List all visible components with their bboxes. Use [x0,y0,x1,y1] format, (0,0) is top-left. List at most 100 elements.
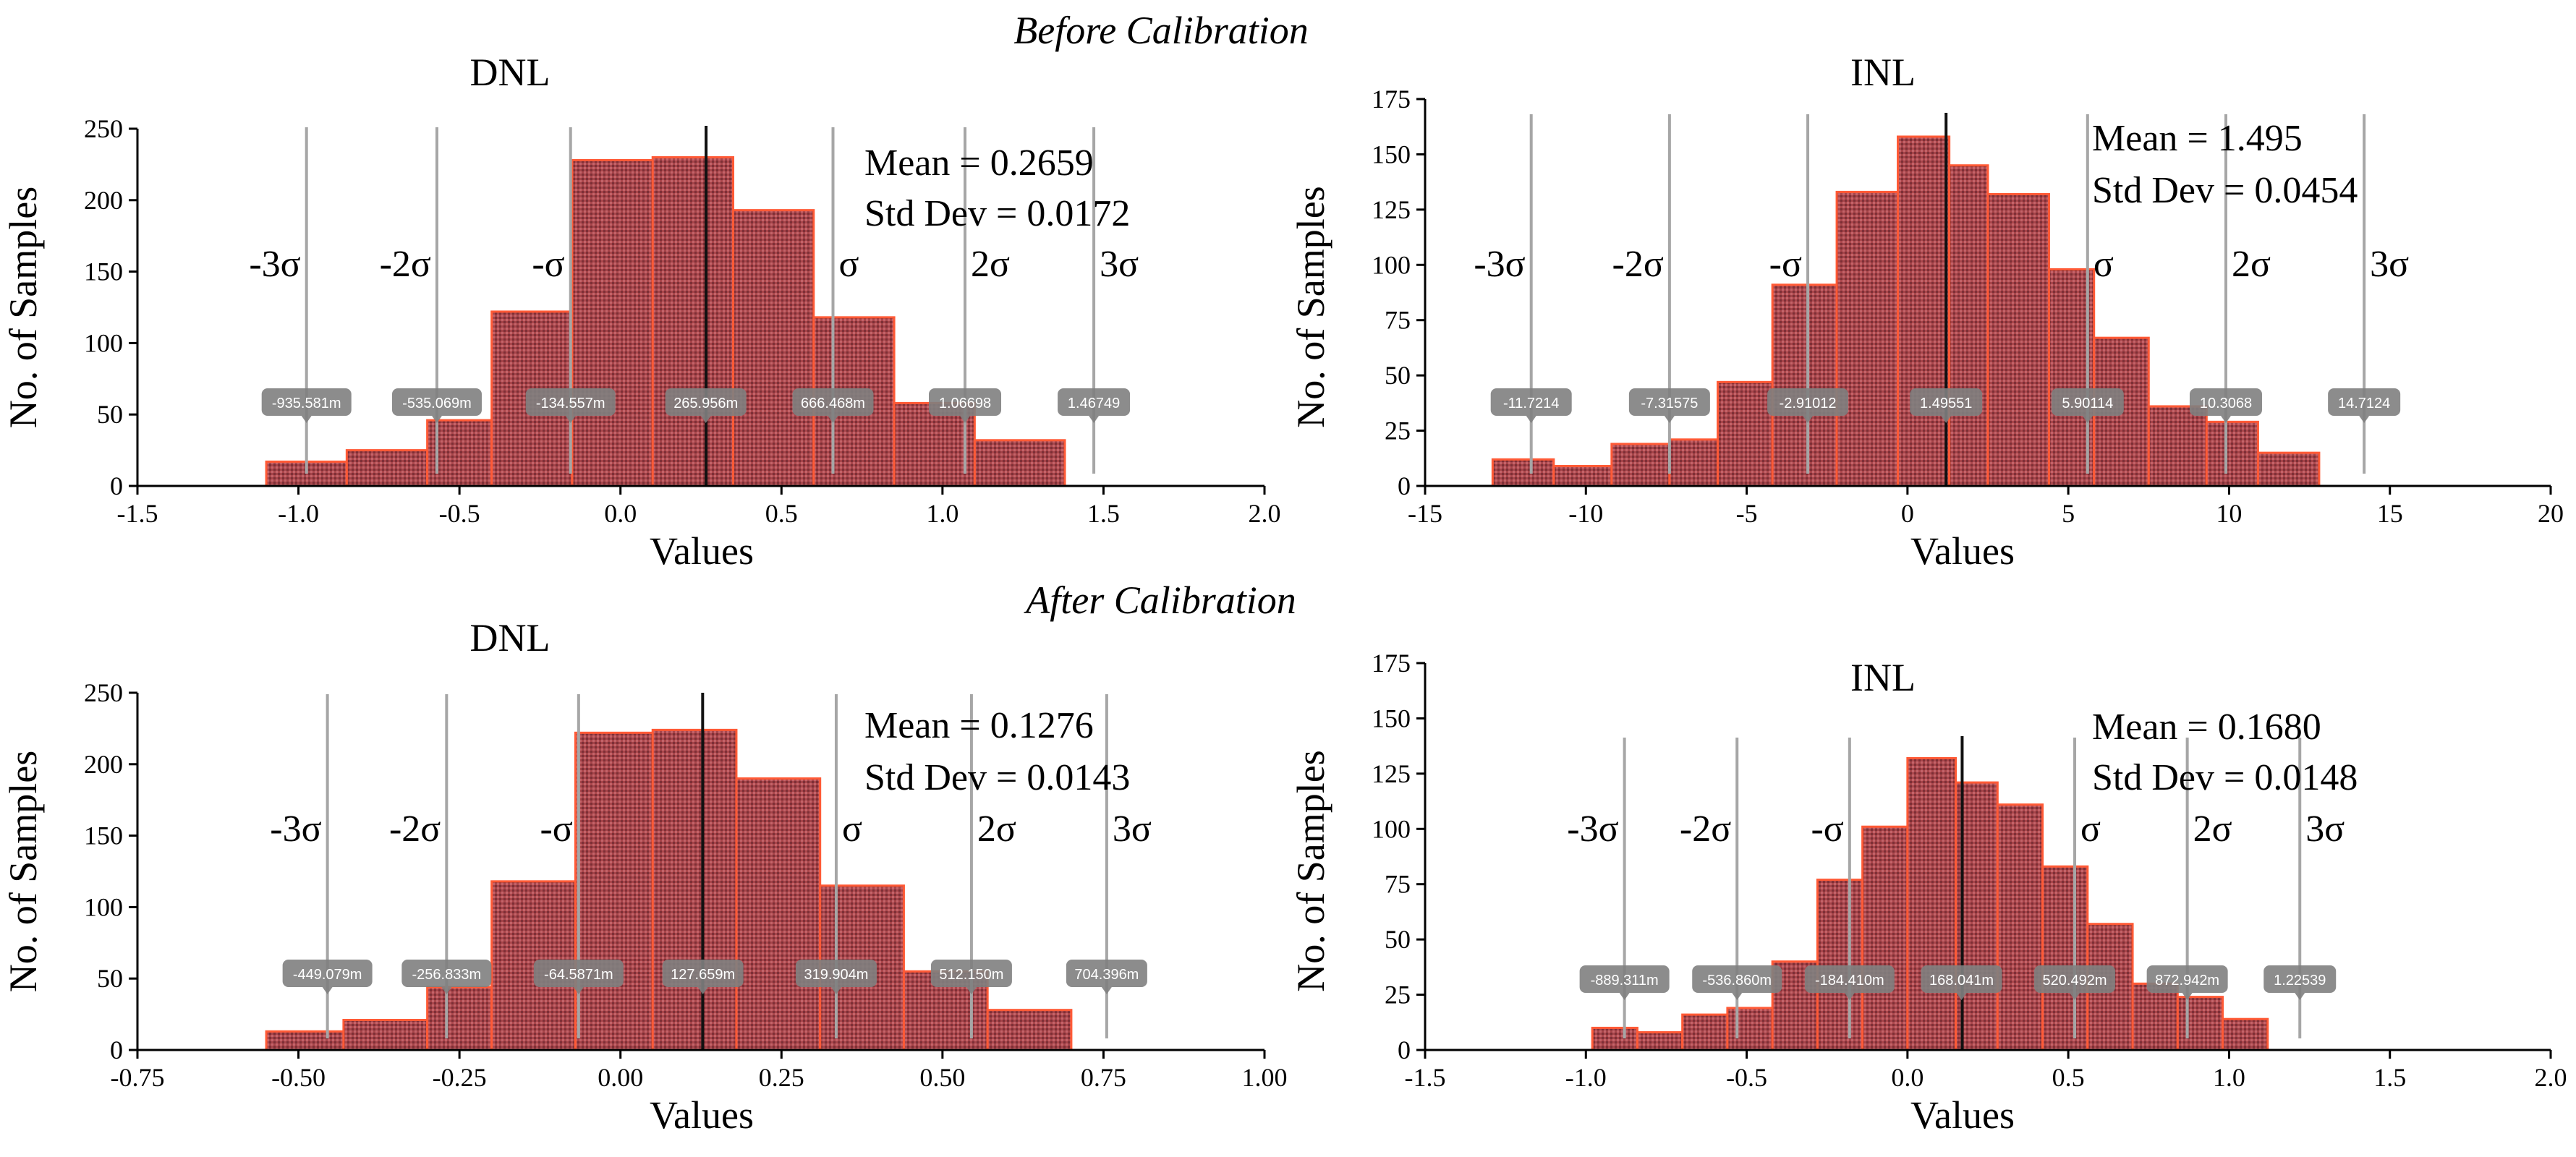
histogram-bar [732,209,815,487]
histogram-bar [1668,438,1720,487]
mean-stat-text: Mean = 0.1680 [2092,706,2321,748]
x-tick-label: 1.00 [1242,1063,1288,1092]
marker-value-label: -184.410m [1815,973,1884,989]
marker-value-label: -134.557m [536,396,605,411]
histogram-bar [265,1030,345,1051]
marker-badge-pointer [573,987,584,994]
marker-value-label: -889.311m [1591,973,1659,989]
marker-badge-pointer [2070,993,2080,1000]
marker-badge-bg [2034,965,2116,993]
sigma-label: -2σ [389,808,441,850]
x-tick-label: -5 [1736,499,1758,528]
sigma-label: -σ [1811,808,1843,850]
marker-badge-bg [533,960,624,987]
y-axis-label: No. of Samples [1,187,45,428]
marker-value-label: -256.833m [412,967,482,983]
histogram-panels: DNL -935.581m -535.069m -134.557m 265.956m 66… [1,51,2567,1137]
histogram-panel-1: DNL -935.581m -535.069m -134.557m 265.956m 66… [1,51,1281,573]
marker-badge-bg [2051,388,2124,416]
marker-badge-bg [2328,388,2401,416]
marker-badge-pointer [1619,993,1630,1000]
marker-value-label: 1.46749 [1068,396,1120,411]
marker-badge: 520.492m [2034,965,2116,1000]
section-title-after: After Calibration [1024,578,1296,622]
histogram-bar [2222,1017,2269,1051]
y-tick-label: 100 [1372,250,1411,279]
y-tick-label: 250 [84,114,123,143]
x-tick-label: 15 [2377,499,2403,528]
marker-badge-pointer [697,987,708,994]
marker-badge-bg [2263,965,2337,993]
marker-badge: -7.31575 [1628,388,1710,423]
marker-value-label: -7.31575 [1641,396,1698,411]
sigma-label: σ [2093,244,2114,285]
marker-badge: 512.150m [930,960,1012,994]
marker-badge-bg [795,960,877,987]
y-tick-label: 75 [1385,306,1411,335]
histogram-bar [2205,420,2259,487]
y-tick-label: 175 [1372,85,1411,114]
x-tick-label: 0.5 [765,499,798,528]
marker-value-label: -935.581m [272,396,341,411]
marker-value-label: 319.904m [804,967,868,983]
y-tick-label: 150 [1372,704,1411,733]
marker-badge-pointer [1526,416,1536,423]
marker-badge-pointer [828,416,838,423]
histogram-bar [1636,1031,1684,1051]
x-tick-label: 2.0 [1249,499,1281,528]
marker-badge-pointer [2295,993,2305,1000]
x-tick-label: 5 [2062,499,2075,528]
x-axis-label: Values [650,1093,754,1137]
sigma-label: 3σ [2305,808,2345,850]
x-tick-label: -1.0 [1565,1063,1607,1092]
std-dev-stat-text: Std Dev = 0.0143 [864,757,1130,798]
y-tick-label: 50 [97,964,123,993]
x-tick-label: 0.0 [1891,1063,1924,1092]
y-axis-label: No. of Samples [1289,186,1332,427]
histogram-bar [2131,982,2179,1051]
marker-value-label: 168.041m [1929,973,1994,989]
sigma-label: 3σ [2370,244,2409,285]
x-tick-label: -0.5 [1726,1063,1767,1092]
panel-title: INL [1850,51,1916,94]
sigma-label: σ [839,244,859,285]
histogram-bar [1726,1007,1774,1051]
x-tick-label: 0 [1901,499,1914,528]
x-tick-label: 2.0 [2535,1063,2567,1092]
histogram-bar [1835,190,1900,487]
marker-badge: 704.396m [1066,960,1147,994]
std-dev-stat-text: Std Dev = 0.0148 [2092,757,2358,798]
marker-value-label: 127.659m [671,967,735,983]
y-tick-label: 175 [1372,649,1411,678]
marker-badge: 319.904m [795,960,877,994]
panel-title: DNL [470,616,551,659]
marker-value-label: -535.069m [402,396,472,411]
marker-badge: -935.581m [261,388,352,423]
marker-value-label: 704.396m [1074,967,1139,983]
marker-badge: 872.942m [2146,965,2228,1000]
y-tick-label: 200 [84,186,123,215]
x-tick-label: 1.0 [926,499,958,528]
marker-value-label: 1.49551 [1920,396,1972,411]
histogram-bar [571,158,654,487]
marker-badge: 666.468m [792,388,874,423]
mean-stat-text: Mean = 1.495 [2092,118,2303,159]
histogram-bar [1816,879,1864,1051]
y-tick-label: 50 [97,400,123,429]
x-tick-label: 0.50 [919,1063,965,1092]
histogram-bar [342,1019,429,1051]
x-tick-label: -0.25 [433,1063,487,1092]
marker-badge: -64.5871m [533,960,624,994]
y-tick-label: 50 [1385,361,1411,390]
x-tick-label: 0.5 [2052,1063,2085,1092]
marker-badge-pointer [301,416,312,423]
histogram-bar [2176,996,2224,1051]
mean-stat-text: Mean = 0.1276 [864,705,1094,746]
marker-badge-bg [261,388,352,416]
histogram-bar [2147,405,2208,487]
sigma-label: -2σ [1680,808,1731,850]
histogram-bar [1996,803,2044,1051]
marker-value-label: -449.079m [293,967,362,983]
histogram-bar [1897,135,1951,487]
